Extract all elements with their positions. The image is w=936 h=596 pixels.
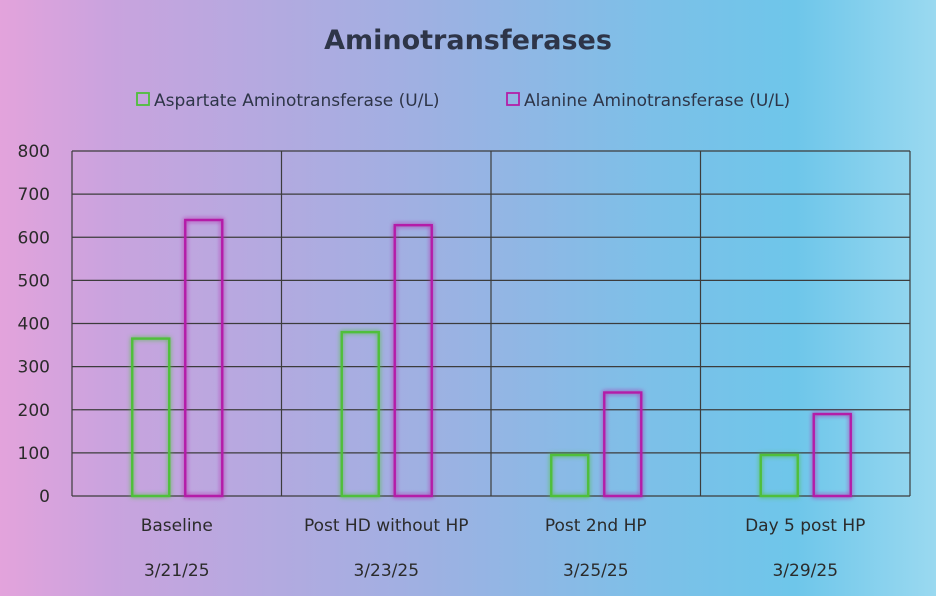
y-tick-label: 400	[18, 315, 50, 335]
legend-swatch-alt	[506, 92, 520, 106]
bar-ast	[550, 453, 590, 498]
x-category-label: Day 5 post HP	[745, 516, 865, 536]
x-category-label: Baseline	[141, 516, 213, 536]
chart-title: Aminotransferases	[324, 25, 612, 56]
bar-alt	[812, 412, 852, 498]
y-tick-label: 200	[18, 401, 50, 421]
y-tick-label: 800	[18, 142, 50, 162]
legend-label-ast: Aspartate Aminotransferase (U/L)	[154, 91, 440, 111]
y-tick-label: 500	[18, 271, 50, 291]
x-category-date: 3/23/25	[353, 561, 419, 581]
legend-label-alt: Alanine Aminotransferase (U/L)	[524, 91, 790, 111]
x-category-date: 3/25/25	[563, 561, 629, 581]
bar-alt	[603, 391, 643, 498]
chart-bars	[131, 218, 852, 498]
bar-ast	[759, 453, 799, 498]
bar-ast	[131, 337, 171, 498]
chart-grid	[71, 150, 911, 497]
x-category-date: 3/29/25	[772, 561, 838, 581]
chart-legend: Aspartate Aminotransferase (U/L) Alanine …	[136, 91, 790, 111]
y-axis: 0 100 200 300 400 500 600 700 800	[18, 142, 50, 507]
bar-alt	[184, 218, 224, 498]
x-category-date: 3/21/25	[144, 561, 210, 581]
y-tick-label: 100	[18, 444, 50, 464]
y-tick-label: 300	[18, 358, 50, 378]
y-tick-label: 600	[18, 228, 50, 248]
x-category-label: Post HD without HP	[304, 516, 469, 536]
y-tick-label: 0	[39, 487, 50, 507]
bar-ast	[340, 330, 380, 498]
bar-alt	[393, 223, 433, 498]
x-category-label: Post 2nd HP	[545, 516, 647, 536]
legend-swatch-ast	[136, 92, 150, 106]
y-tick-label: 700	[18, 185, 50, 205]
x-axis: Baseline 3/21/25 Post HD without HP 3/23/25…	[141, 516, 866, 581]
